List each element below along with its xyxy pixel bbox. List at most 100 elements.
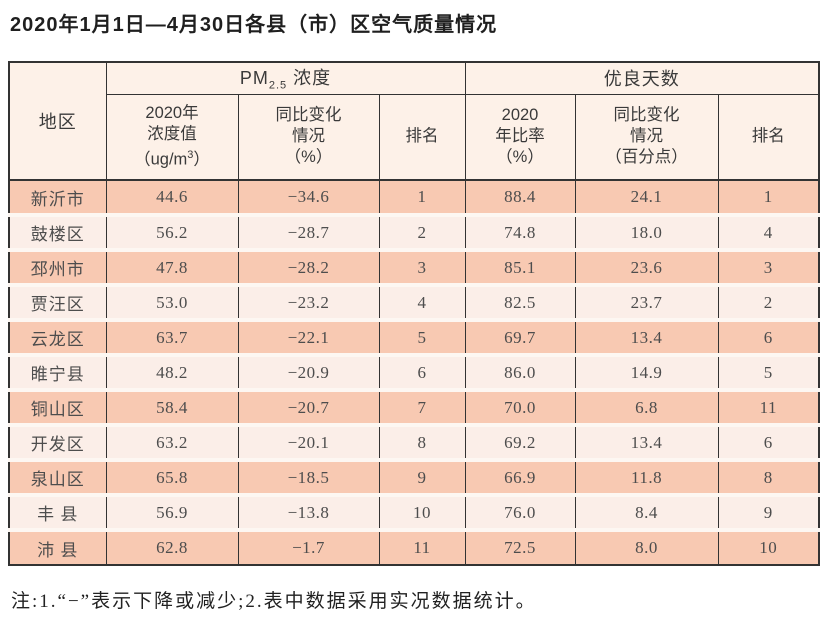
pm25-value-cell: 56.2 [105,213,238,250]
pm25-rank-cell: 6 [378,353,466,390]
pm25-rank-cell: 5 [378,318,466,355]
header-line: （%） [496,148,544,167]
column-header-region: 地区 [8,62,106,181]
table-body: 新沂市 44.6 −34.6 1 88.4 24.1 1 鼓楼区 56.2 −28.7 2 74.8 1… [8,179,820,565]
good-change-cell: 13.4 [574,318,719,355]
header-line: 同比变化 [275,106,342,125]
pm25-change-cell: −13.8 [237,493,379,530]
good-rank-cell: 4 [717,213,820,250]
pm25-value-cell: 63.2 [105,423,238,460]
region-cell: 睢宁县 [8,353,106,390]
pm25-rank-cell: 9 [378,458,466,495]
pm25-change-cell: −18.5 [237,458,379,495]
pm25-change-cell: −20.7 [237,388,379,425]
header-line: 浓度值 [147,125,197,143]
column-header-pm25-rank: 排名 [378,94,466,181]
region-cell: 开发区 [8,423,106,460]
header-line: 2020年 [145,104,199,122]
header-line: 2020 [501,106,539,125]
pm25-rank-cell: 1 [378,179,466,215]
pm25-rank-cell: 2 [378,213,466,250]
pm25-value-cell: 56.9 [105,493,238,530]
region-cell: 沛 县 [8,528,106,565]
pm25-change-cell: −23.2 [237,283,379,320]
column-header-pm25-change: 同比变化 情况 （%） [237,94,379,181]
header-line: 情况 [292,127,325,146]
table-row: 开发区 63.2 −20.1 8 69.2 13.4 6 [8,423,820,460]
good-rank-cell: 9 [717,493,820,530]
good-change-cell: 23.7 [574,283,719,320]
good-ratio-cell: 66.9 [464,458,576,495]
pm25-label-prefix: PM [239,68,269,89]
good-ratio-cell: 76.0 [464,493,576,530]
table-row: 睢宁县 48.2 −20.9 6 86.0 14.9 5 [8,353,820,390]
good-ratio-cell: 74.8 [464,213,576,250]
table-row: 邳州市 47.8 −28.2 3 85.1 23.6 3 [8,248,820,285]
region-cell: 丰 县 [8,493,106,530]
good-change-cell: 11.8 [574,458,719,495]
pm25-change-cell: −20.9 [237,353,379,390]
pm25-value-cell: 47.8 [105,248,238,285]
pm25-rank-cell: 10 [378,493,466,530]
header-line: （百分点） [605,148,688,167]
pm25-value-cell: 63.7 [105,318,238,355]
pm25-value-cell: 58.4 [105,388,238,425]
good-rank-cell: 2 [717,283,820,320]
pm25-value-cell: 48.2 [105,353,238,390]
pm25-change-cell: −28.7 [237,213,379,250]
pm25-rank-cell: 11 [378,528,466,565]
table-row: 丰 县 56.9 −13.8 10 76.0 8.4 9 [8,493,820,530]
good-ratio-cell: 86.0 [464,353,576,390]
pm25-change-cell: −34.6 [237,179,379,215]
column-header-good-ratio: 2020 年比率 （%） [464,94,576,181]
region-cell: 泉山区 [8,458,106,495]
good-ratio-cell: 70.0 [464,388,576,425]
region-cell: 铜山区 [8,388,106,425]
table-row: 新沂市 44.6 −34.6 1 88.4 24.1 1 [8,179,820,215]
pm25-change-cell: −28.2 [237,248,379,285]
good-rank-cell: 11 [717,388,820,425]
header-group-row: 地区 PM2.5 浓度 优良天数 [8,62,820,181]
column-group-pm25: PM2.5 浓度 [105,62,466,95]
header-line-unit: （ug/m3） [134,149,210,169]
good-rank-cell: 3 [717,248,820,285]
good-rank-cell: 1 [717,179,820,215]
pm25-rank-cell: 7 [378,388,466,425]
air-quality-table: 地区 PM2.5 浓度 优良天数 2020年 浓度值 （ug/m3） 同比变化 … [8,61,821,566]
table-row: 泉山区 65.8 −18.5 9 66.9 11.8 8 [8,458,820,495]
header-line: 年比率 [495,127,545,146]
good-ratio-cell: 69.2 [464,423,576,460]
good-change-cell: 23.6 [574,248,719,285]
pm25-rank-cell: 8 [378,423,466,460]
table-row: 沛 县 62.8 −1.7 11 72.5 8.0 10 [8,528,820,565]
pm25-rank-cell: 3 [378,248,466,285]
header-line: （%） [284,148,333,167]
good-rank-cell: 5 [717,353,820,390]
good-change-cell: 8.4 [574,493,719,530]
table-row: 云龙区 63.7 −22.1 5 69.7 13.4 6 [8,318,820,355]
pm25-label-subscript: 2.5 [268,80,288,93]
region-cell: 新沂市 [8,179,106,215]
pm25-value-cell: 65.8 [105,458,238,495]
good-change-cell: 13.4 [574,423,719,460]
good-ratio-cell: 88.4 [464,179,576,215]
column-header-good-change: 同比变化 情况 （百分点） [574,94,719,181]
region-cell: 云龙区 [8,318,106,355]
header-sub-row: 2020年 浓度值 （ug/m3） 同比变化 情况 （%） 排名 2020 年比… [9,94,820,181]
good-change-cell: 6.8 [574,388,719,425]
good-ratio-cell: 69.7 [464,318,576,355]
good-change-cell: 14.9 [574,353,719,390]
good-ratio-cell: 82.5 [464,283,576,320]
good-change-cell: 18.0 [574,213,719,250]
pm25-change-cell: −20.1 [237,423,379,460]
pm25-label-suffix: 浓度 [287,68,332,89]
page-title: 2020年1月1日—4月30日各县（市）区空气质量情况 [10,14,498,36]
good-rank-cell: 10 [717,528,820,565]
pm25-change-cell: −1.7 [237,528,379,565]
table-header: 地区 PM2.5 浓度 优良天数 2020年 浓度值 （ug/m3） 同比变化 … [8,62,820,181]
footnote: 注:1.“−”表示下降或减少;2.表中数据采用实况数据统计。 [11,591,537,612]
table-row: 铜山区 58.4 −20.7 7 70.0 6.8 11 [8,388,820,425]
pm25-value-cell: 62.8 [105,528,238,565]
region-cell: 贾汪区 [8,283,106,320]
